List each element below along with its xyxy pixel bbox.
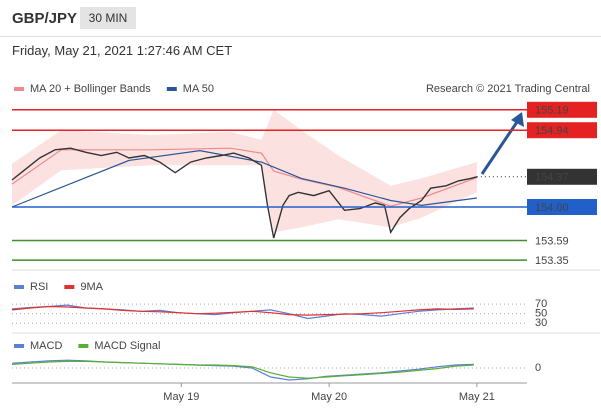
series-line (11, 359, 474, 381)
interval-button[interactable]: 30 MIN (80, 7, 136, 29)
header: GBP/JPY 30 MIN (0, 0, 601, 37)
timestamp: Friday, May 21, 2021 1:27:46 AM CET (12, 43, 233, 58)
level-label: 155.19 (535, 105, 569, 117)
series-line (11, 305, 474, 316)
series-line (11, 147, 478, 207)
level-box (527, 168, 597, 185)
level-label: 153.35 (535, 255, 569, 267)
level-label: 154.00 (535, 202, 569, 214)
legend-swatch (166, 87, 177, 91)
forecast-arrow (480, 118, 521, 175)
symbol: GBP/JPY (12, 10, 78, 27)
legend-swatch (78, 344, 89, 348)
y-tick-label: 50 (535, 308, 547, 320)
series-line (11, 149, 477, 208)
series-line (11, 360, 474, 379)
legend-label: MA 50 (183, 83, 214, 95)
legend-swatch (14, 285, 24, 289)
legend-label: MACD Signal (94, 340, 160, 352)
x-tick-label: May 21 (459, 391, 495, 403)
legend-swatch (14, 344, 24, 348)
legend-swatch (64, 285, 75, 289)
legend-label: 9MA (80, 281, 103, 293)
source-credit: Research © 2021 Trading Central (426, 83, 590, 95)
level-box (527, 199, 597, 216)
bollinger-band (12, 109, 477, 233)
level-label: 154.37 (535, 172, 569, 184)
legend-swatch (14, 87, 24, 91)
x-tick-label: May 20 (311, 391, 347, 403)
legend-label: MACD (30, 340, 62, 352)
x-tick-label: May 19 (163, 391, 199, 403)
level-box (527, 122, 597, 139)
y-tick-label: 70 (535, 298, 547, 310)
level-label: 154.94 (535, 125, 569, 137)
legend-label: MA 20 + Bollinger Bands (30, 83, 151, 95)
legend-label: RSI (30, 281, 48, 293)
y-tick-label: 0 (535, 362, 541, 374)
price-line (11, 147, 478, 239)
y-tick-label: 30 (535, 317, 547, 329)
level-label: 153.59 (535, 235, 569, 247)
forecast-arrow-head (511, 112, 524, 127)
level-box (527, 101, 597, 118)
